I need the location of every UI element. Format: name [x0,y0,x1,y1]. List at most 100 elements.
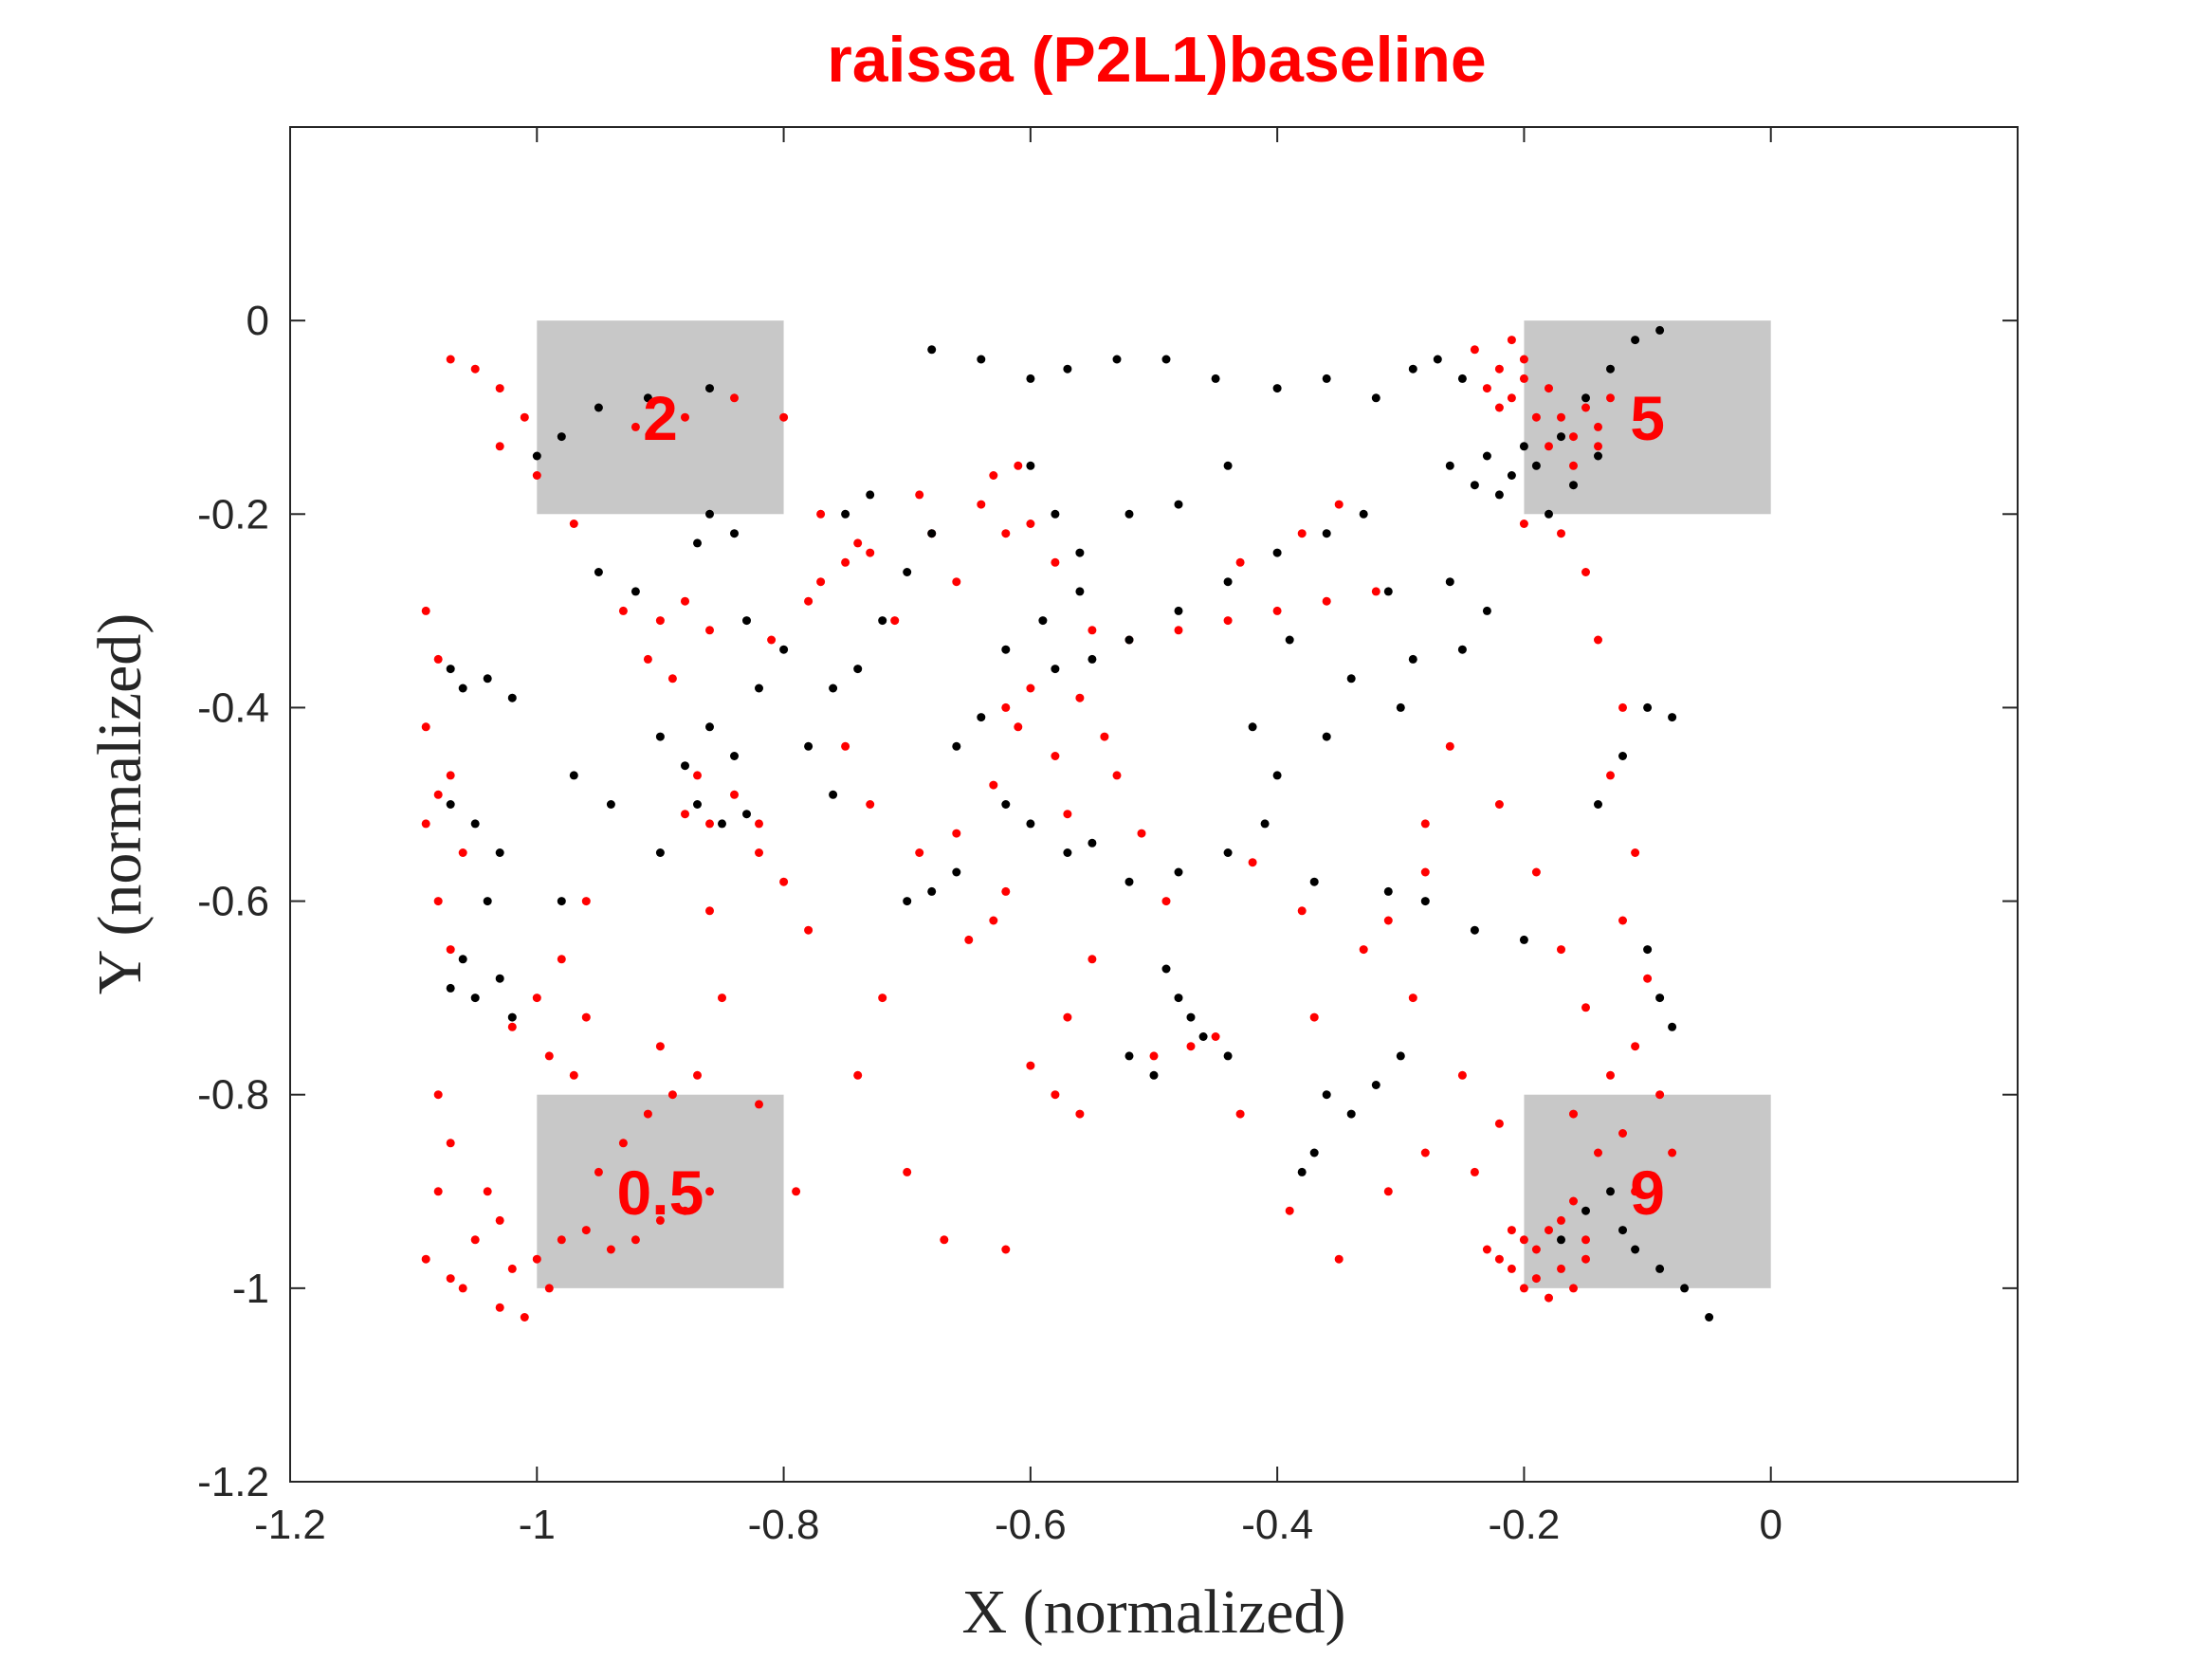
regions-layer [537,320,1771,1288]
data-point [705,819,714,829]
data-point [1655,1090,1665,1100]
data-point [1581,393,1590,403]
data-point [1014,722,1023,732]
data-point [1408,364,1417,374]
data-point [989,916,998,925]
data-point [1494,800,1504,809]
data-point [1383,587,1393,596]
data-point [878,994,887,1003]
data-point [1569,461,1578,470]
data-point [433,654,443,664]
x-tick-label: -1.2 [254,1502,326,1548]
data-point [1001,702,1011,712]
data-point [1482,451,1491,461]
data-point [470,994,480,1003]
data-point [1063,364,1072,374]
data-point [1569,1284,1578,1293]
data-point [1124,877,1134,886]
data-point [1026,684,1035,693]
data-point [470,1235,480,1245]
data-point [1470,925,1479,935]
data-point [804,925,814,935]
data-point [1359,945,1368,955]
data-point [1545,1293,1553,1303]
data-point [421,606,430,615]
data-point [446,1139,455,1148]
y-axis-ticks: 0 -0.2 -0.4 -0.6 -0.8 -1 -1.2 [197,298,2018,1505]
data-point [1668,713,1677,722]
data-point [1507,336,1516,345]
data-point [927,886,937,896]
data-point [1507,393,1516,403]
data-point [1531,867,1541,877]
data-point [495,1303,504,1312]
region-box [537,1094,784,1288]
data-point [1297,906,1307,916]
data-point [1001,645,1011,654]
data-point [667,1090,677,1100]
data-point [1680,1284,1690,1293]
data-point [520,1313,529,1322]
data-point [1088,838,1097,848]
data-point [1668,1148,1677,1158]
data-point [681,596,689,606]
data-point [1346,674,1356,684]
data-point [1223,616,1233,626]
data-point [495,974,504,983]
data-point [1643,702,1653,712]
data-point [903,568,912,576]
data-point [594,568,603,576]
data-point [1557,432,1565,442]
data-point [581,897,591,906]
data-point [1470,345,1479,355]
data-point [1519,1235,1528,1245]
x-tick-label: 0 [1759,1502,1782,1548]
data-point [446,355,455,364]
points-layer [421,325,1714,1322]
data-point [1026,819,1035,829]
x-axis-ticks: -1.2 -1 -0.8 -0.6 -0.4 -0.2 0 [254,127,1782,1548]
data-point [1445,577,1454,587]
data-point [866,490,875,500]
data-point [1668,1022,1677,1031]
data-point [1001,529,1011,538]
data-point [952,741,961,751]
data-point [903,897,912,906]
data-point [433,1090,443,1100]
data-point [1223,461,1233,470]
data-point [1161,897,1171,906]
data-point [1457,374,1467,383]
data-point [1075,1109,1085,1119]
data-point [606,800,615,809]
data-point [792,1187,801,1196]
data-point [693,771,702,780]
data-point [1371,1081,1380,1089]
data-point [1482,1245,1491,1254]
x-tick-label: -0.4 [1241,1502,1313,1548]
data-point [1383,916,1393,925]
data-point [569,771,578,780]
chart-title: raissa (P2L1)baseline [827,24,1486,96]
data-point [1186,1012,1196,1022]
data-point [1322,374,1331,383]
data-point [977,355,986,364]
data-point [1038,616,1048,626]
data-point [1569,432,1578,442]
data-point [816,577,826,587]
data-point [1383,886,1393,896]
data-point [1063,1012,1072,1022]
data-point [705,384,714,393]
data-point [1149,1051,1159,1061]
data-point [631,587,640,596]
data-point [1026,520,1035,528]
data-point [1285,1206,1294,1215]
data-point [693,538,702,548]
data-point [643,1109,652,1119]
data-point [1594,635,1602,645]
data-point [755,684,763,693]
data-point [730,790,739,799]
data-point [853,538,863,548]
data-point [1420,867,1430,877]
data-point [1618,916,1627,925]
